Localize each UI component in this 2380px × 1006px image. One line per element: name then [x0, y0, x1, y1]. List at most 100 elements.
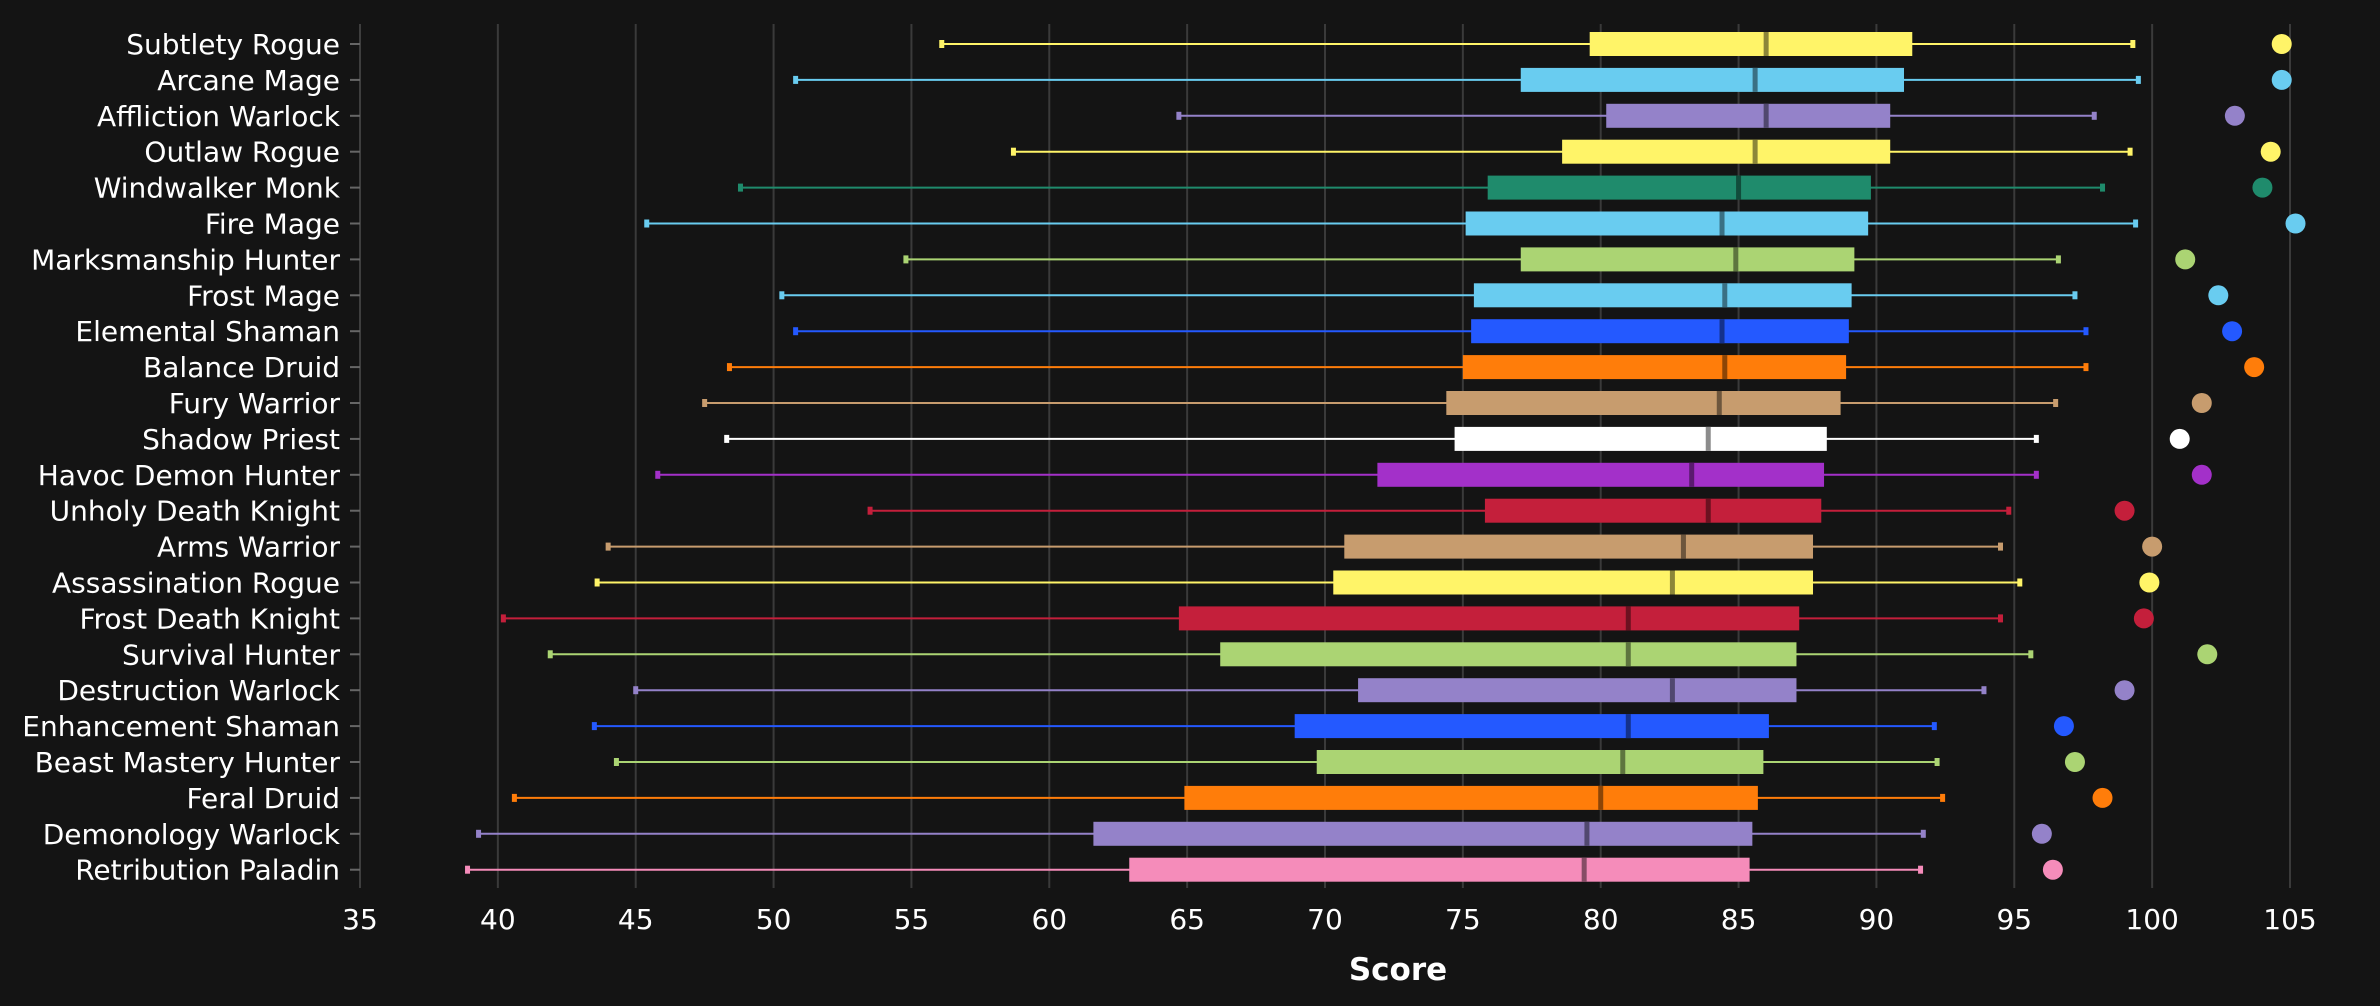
box-row — [511, 785, 2113, 810]
median-mark — [1733, 247, 1739, 272]
iqr-box — [1462, 355, 1847, 380]
whisker-cap-min — [867, 506, 873, 515]
top-score-point — [2244, 357, 2265, 378]
whisker-cap-min — [655, 470, 661, 479]
whisker-cap-max — [2028, 650, 2034, 659]
x-tick-label: 75 — [1445, 903, 1481, 936]
median-mark — [1680, 534, 1686, 559]
whisker-cap-max — [2133, 219, 2139, 228]
median-mark — [1722, 283, 1728, 308]
iqr-box — [1377, 462, 1825, 487]
category-label: Enhancement Shaman — [22, 710, 340, 743]
top-score-point — [2142, 536, 2163, 557]
median-mark — [1689, 462, 1695, 487]
x-tick-label: 40 — [480, 903, 516, 936]
whisker-cap-min — [547, 650, 553, 659]
box-row — [605, 534, 2163, 559]
median-mark — [1722, 355, 1728, 380]
box-row — [737, 175, 2273, 200]
whisker-cap-min — [476, 829, 482, 838]
top-score-point — [2114, 500, 2135, 521]
iqr-box — [1344, 534, 1814, 559]
category-label: Assassination Rogue — [52, 567, 340, 600]
median-mark — [1625, 714, 1631, 739]
median-mark — [1705, 498, 1711, 523]
whisker-cap-min — [644, 219, 650, 228]
top-score-point — [2042, 859, 2063, 880]
whisker-cap-max — [1998, 542, 2003, 551]
whisker-cap-min — [613, 758, 619, 766]
whisker-cap-min — [726, 363, 732, 372]
whisker-cap-max — [2072, 291, 2078, 300]
top-score-point — [2191, 464, 2212, 485]
box-row — [655, 462, 2212, 487]
x-tick-label: 95 — [1996, 903, 2032, 936]
box-row — [591, 714, 2074, 739]
category-label: Havoc Demon Hunter — [38, 459, 341, 492]
whisker-cap-max — [2006, 506, 2012, 515]
median-mark — [1581, 857, 1587, 882]
whisker-cap-max — [2017, 578, 2023, 587]
category-label: Demonology Warlock — [43, 818, 341, 851]
x-tick-label: 100 — [2125, 903, 2178, 936]
whisker-cap-min — [633, 686, 639, 695]
median-mark — [1620, 750, 1626, 774]
category-label: Windwalker Monk — [94, 172, 341, 205]
category-label: Fury Warrior — [169, 387, 341, 420]
x-tick-label: 45 — [618, 903, 654, 936]
whisker-cap-min — [591, 722, 597, 731]
iqr-box — [1446, 391, 1841, 415]
category-label: Elemental Shaman — [75, 315, 340, 348]
whisker-cap-max — [2135, 75, 2141, 84]
x-tick-label: 65 — [1169, 903, 1205, 936]
category-label: Arms Warrior — [157, 531, 340, 564]
box-row — [476, 821, 2052, 846]
box-row — [644, 211, 2306, 236]
box-row — [1010, 139, 2281, 164]
category-label: Feral Druid — [186, 782, 340, 815]
category-label: Outlaw Rogue — [144, 136, 340, 169]
whisker-cap-min — [724, 434, 730, 443]
top-score-point — [2252, 177, 2273, 198]
iqr-box — [1520, 247, 1855, 272]
median-mark — [1669, 570, 1675, 595]
median-mark — [1625, 606, 1631, 631]
top-score-point — [2224, 105, 2245, 126]
whisker-cap-min — [939, 40, 945, 48]
median-mark — [1716, 391, 1722, 415]
whisker-cap-min — [594, 578, 600, 587]
top-score-point — [2175, 249, 2196, 270]
iqr-box — [1358, 678, 1797, 703]
category-label: Unholy Death Knight — [50, 495, 340, 528]
whisker-cap-min — [1010, 147, 1016, 156]
whisker-cap-max — [1981, 686, 1987, 695]
iqr-box — [1589, 32, 1913, 56]
whisker-cap-min — [702, 399, 708, 407]
category-label: Frost Death Knight — [79, 602, 340, 635]
category-label: Affliction Warlock — [97, 100, 341, 133]
median-mark — [1719, 319, 1725, 344]
x-tick-label: 105 — [2263, 903, 2316, 936]
top-score-point — [2169, 428, 2190, 449]
median-mark — [1584, 821, 1590, 846]
iqr-box — [1184, 785, 1758, 810]
box-row — [547, 642, 2218, 667]
box-row — [465, 857, 2063, 882]
whisker-cap-min — [793, 75, 799, 84]
x-axis-title: Score — [1349, 952, 1447, 988]
iqr-box — [1520, 67, 1904, 92]
box-row — [793, 67, 2292, 92]
whisker-cap-min — [1176, 111, 1182, 120]
top-score-point — [2133, 608, 2154, 629]
median-mark — [1598, 785, 1604, 810]
top-score-point — [2064, 752, 2085, 772]
x-tick-label: 85 — [1721, 903, 1757, 936]
iqr-box — [1454, 426, 1827, 451]
whisker-cap-min — [903, 255, 909, 264]
x-tick-label: 60 — [1031, 903, 1067, 936]
median-mark — [1719, 211, 1725, 236]
whisker-cap-max — [1940, 793, 1946, 802]
whisker-cap-max — [1931, 722, 1937, 731]
category-label: Marksmanship Hunter — [31, 243, 340, 276]
